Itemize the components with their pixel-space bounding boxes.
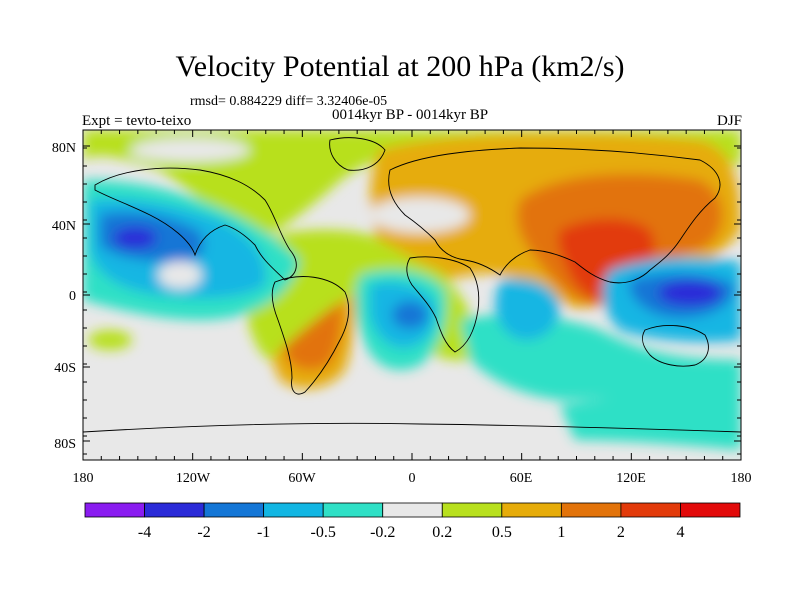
stats-line: rmsd= 0.884229 diff= 3.32406e-05 bbox=[190, 94, 388, 109]
colorbar-swatch bbox=[322, 502, 384, 518]
y-tick-40n: 40N bbox=[52, 219, 76, 234]
y-tick-80n: 80N bbox=[52, 141, 76, 156]
colorbar-label: -0.5 bbox=[311, 524, 336, 541]
colorbar-swatch bbox=[382, 502, 443, 518]
contour-field bbox=[83, 130, 741, 460]
africa-coast bbox=[406, 256, 480, 353]
season-label: DJF bbox=[716, 113, 742, 129]
colorbar-swatch bbox=[560, 502, 622, 518]
southern-ocean-negative-region bbox=[560, 385, 741, 450]
experiment-label: Expt = tevto-teixo bbox=[82, 113, 192, 129]
tick-marks bbox=[82, 129, 742, 460]
experiment-period: 0014kyr BP - 0014kyr BP bbox=[331, 107, 489, 123]
polar-positive-region bbox=[83, 130, 741, 245]
colorbar-label: -1 bbox=[257, 524, 270, 541]
x-tick-120w: 120W bbox=[176, 471, 211, 486]
y-tick-40s: 40S bbox=[54, 361, 76, 376]
colorbar-swatch bbox=[620, 502, 681, 518]
colorbar-label: -2 bbox=[197, 524, 210, 541]
colorbar-label: 4 bbox=[676, 524, 684, 541]
colorbar-label: 1 bbox=[557, 524, 565, 541]
colorbar-swatch bbox=[263, 502, 324, 518]
y-tick-0: 0 bbox=[69, 289, 76, 304]
colorbar-label: -0.2 bbox=[370, 524, 395, 541]
antarctica-coast bbox=[83, 422, 741, 433]
greenland-coast bbox=[329, 137, 386, 171]
west-pacific-strong-negative-core bbox=[658, 280, 722, 306]
pacific-strong-negative-core bbox=[113, 227, 157, 249]
x-tick-0: 0 bbox=[409, 471, 416, 486]
x-tick-120e: 120E bbox=[616, 471, 646, 486]
colorbar-label: 0.5 bbox=[492, 524, 512, 541]
x-tick-180e: 180 bbox=[731, 471, 752, 486]
north-america-coast bbox=[94, 167, 297, 281]
atlantic-neutral-patch bbox=[370, 197, 470, 233]
colorbar-swatch bbox=[203, 502, 265, 518]
y-tick-80s: 80S bbox=[54, 437, 76, 452]
south-pacific-positive-patch bbox=[88, 330, 132, 350]
arctic-neutral-patch bbox=[130, 138, 250, 162]
atlantic-moderate-negative-core bbox=[392, 301, 428, 329]
eurasia-coast bbox=[388, 147, 721, 284]
coastlines bbox=[83, 137, 741, 433]
colorbar-swatch bbox=[84, 502, 145, 518]
colorbar-swatch bbox=[441, 502, 503, 518]
x-tick-60w: 60W bbox=[288, 471, 316, 486]
colorbar-label: -4 bbox=[138, 524, 151, 541]
neutral-gap bbox=[158, 261, 202, 289]
colorbar: -4 -2 -1 -0.5 -0.2 0.2 0.5 1 2 4 bbox=[84, 502, 741, 541]
colorbar-label: 0.2 bbox=[432, 524, 452, 541]
x-tick-60e: 60E bbox=[510, 471, 533, 486]
south-america-coast bbox=[271, 276, 350, 395]
colorbar-swatch bbox=[680, 502, 741, 518]
colorbar-label: 2 bbox=[617, 524, 625, 541]
indian-ocean-moderate-region bbox=[495, 278, 560, 340]
x-tick-180w: 180 bbox=[73, 471, 94, 486]
colorbar-swatch bbox=[501, 502, 562, 518]
chart-title: Velocity Potential at 200 hPa (km2/s) bbox=[175, 50, 625, 83]
australia-coast bbox=[642, 325, 709, 367]
colorbar-swatch bbox=[144, 502, 205, 518]
